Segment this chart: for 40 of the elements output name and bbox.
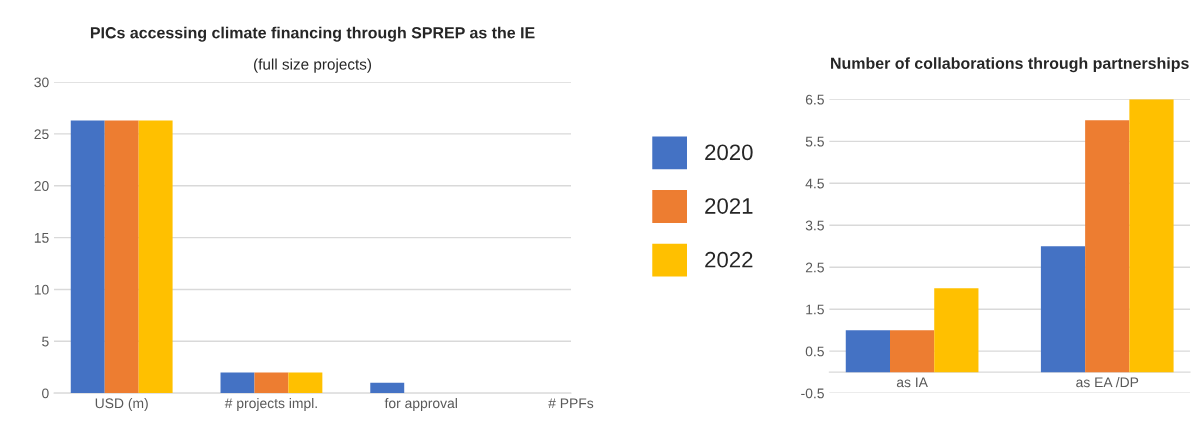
y-tick-label: 6.5 (805, 94, 824, 105)
y-tick-label: 4.5 (805, 178, 824, 189)
chart-subtitle: (full size projects) (254, 58, 371, 73)
bar (288, 372, 323, 394)
bar (890, 330, 935, 373)
x-tick-label: # projects impl. (224, 397, 317, 411)
y-tick-label: 20 (34, 181, 49, 191)
legend-label: 2020 (705, 144, 753, 161)
bar (220, 372, 255, 394)
y-tick-label: 25 (34, 129, 49, 140)
x-tick-label: USD (m) (95, 397, 148, 411)
bar (1040, 246, 1086, 373)
legend-label: 2021 (705, 198, 753, 214)
bar (70, 120, 105, 394)
y-tick-label: 0.5 (805, 346, 824, 357)
x-tick-label: for approval (384, 397, 457, 411)
y-tick-label: 1.5 (806, 304, 824, 315)
bar (254, 372, 289, 394)
bar (370, 382, 405, 394)
y-tick-label: 10 (34, 284, 49, 295)
y-tick-label: 3.5 (805, 220, 824, 231)
x-tick-label: # PPFs (548, 398, 594, 409)
legend-label: 2022 (705, 251, 753, 268)
x-tick-label: as EA /DP (1076, 377, 1139, 388)
y-tick-label: 2.5 (805, 262, 824, 273)
chart-title: Number of collaborations through partnerships (831, 57, 1189, 73)
chart-title: PICs accessing climate financing through SPREP as the IE (90, 26, 535, 42)
bar (845, 330, 890, 373)
y-tick-label: 30 (34, 77, 49, 88)
bar (1085, 120, 1130, 373)
bar (104, 120, 139, 394)
bar (138, 120, 173, 394)
bar (1129, 99, 1174, 373)
y-tick-label: 15 (34, 233, 49, 243)
y-tick-label: 5 (42, 336, 49, 347)
y-tick-label: 0 (42, 388, 49, 399)
y-tick-label: 5.5 (805, 136, 824, 147)
bar (934, 288, 979, 373)
y-tick-label: -0.5 (801, 388, 824, 399)
x-tick-label: as IA (896, 377, 928, 388)
